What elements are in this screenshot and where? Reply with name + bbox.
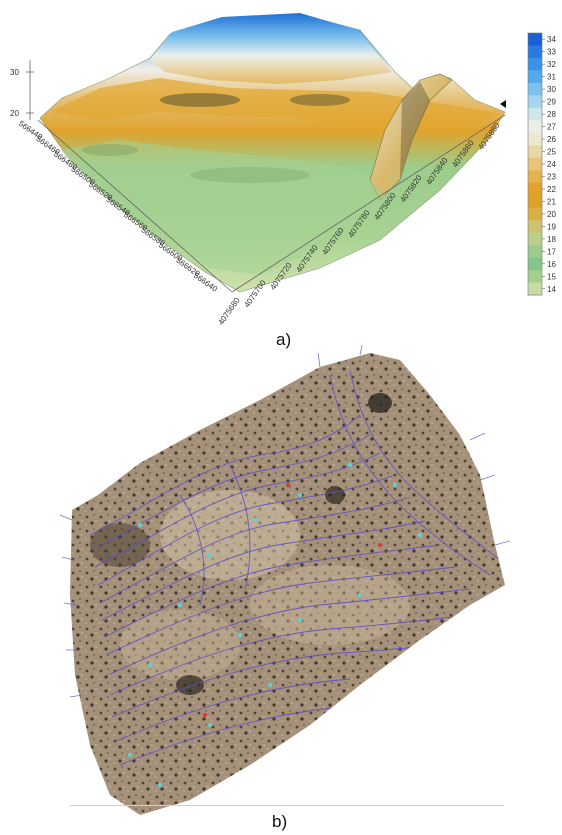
control-points (127, 462, 423, 788)
colorbar-cell (528, 257, 542, 271)
terrain-shadow (160, 93, 240, 107)
caption-b: b) (272, 812, 288, 831)
colorbar-label: 29 (547, 98, 556, 107)
colorbar-label: 21 (547, 197, 556, 206)
colorbar-cell (528, 195, 542, 209)
terrain-lower-slope (60, 140, 390, 275)
z-axis-tick-label: 30 (10, 68, 19, 77)
colorbar-label: 28 (547, 110, 556, 119)
colorbar-cell (528, 82, 542, 96)
colorbar-cell (528, 145, 542, 159)
terrain-shadow (290, 94, 350, 106)
colorbar-cell (528, 120, 542, 134)
colorbar-cell (528, 45, 542, 59)
colorbar-cell (528, 245, 542, 259)
colorbar-label: 18 (547, 235, 556, 244)
colorbar-cell (528, 182, 542, 196)
colorbar-label: 26 (547, 135, 556, 144)
contour-whiskers (59, 344, 511, 698)
orthophoto-panel (0, 344, 562, 815)
colorbar-cell (528, 232, 542, 246)
colorbar-label: 14 (547, 285, 556, 294)
colorbar-label: 31 (547, 73, 556, 82)
z-axis-tick-label: 20 (10, 109, 19, 118)
colorbar-label: 30 (547, 85, 556, 94)
colorbar-label: 23 (547, 172, 556, 181)
colorbar-label: 22 (547, 185, 556, 194)
colorbar-label: 33 (547, 48, 556, 57)
orthophoto (70, 353, 505, 815)
northing-tick-label: 4075680 (216, 296, 242, 327)
check-points (203, 483, 382, 717)
colorbar-cell (528, 107, 542, 121)
colorbar-cell (528, 207, 542, 221)
colorbar-cell (528, 132, 542, 146)
colorbar-label: 17 (547, 247, 556, 256)
terrain-3d-figure: 30 20 5664405664605664805665005665205665… (10, 13, 556, 327)
colorbar-label: 19 (547, 222, 556, 231)
colorbar-label: 34 (547, 35, 556, 44)
colorbar-cell (528, 270, 542, 284)
colorbar-label: 32 (547, 60, 556, 69)
terrain-ridge-shadow (400, 82, 430, 178)
colorbar: 34 33 32 31 30 29 28 27 26 25 24 23 22 21 20 19 18 17 16 15… (527, 32, 556, 296)
colorbar-cell (528, 70, 542, 84)
colorbar-cell (528, 282, 542, 296)
figure-baseline (70, 805, 504, 806)
surface-marker (500, 100, 506, 108)
colorbar-label: 27 (547, 123, 556, 132)
terrain-midband (50, 78, 500, 130)
colorbar-cell (528, 220, 542, 234)
colorbar-label: 25 (547, 148, 556, 157)
colorbar-label: 24 (547, 160, 556, 169)
colorbar-label: 20 (547, 210, 556, 219)
z-axis: 30 20 (10, 60, 34, 120)
colorbar-cell (528, 57, 542, 71)
colorbar-cell (528, 33, 542, 46)
terrain-3d-panel: 30 20 566440 566460 566480 566500 566520 5665… (0, 0, 562, 330)
colorbar-cell (528, 170, 542, 184)
colorbar-cell (528, 95, 542, 109)
colorbar-cell (528, 157, 542, 171)
contour-lines (89, 369, 501, 766)
colorbar-label: 15 (547, 272, 556, 281)
caption-a: a) (276, 330, 292, 349)
colorbar-label: 16 (547, 260, 556, 269)
orthophoto-figure (59, 344, 511, 815)
terrain-hill (150, 13, 392, 84)
